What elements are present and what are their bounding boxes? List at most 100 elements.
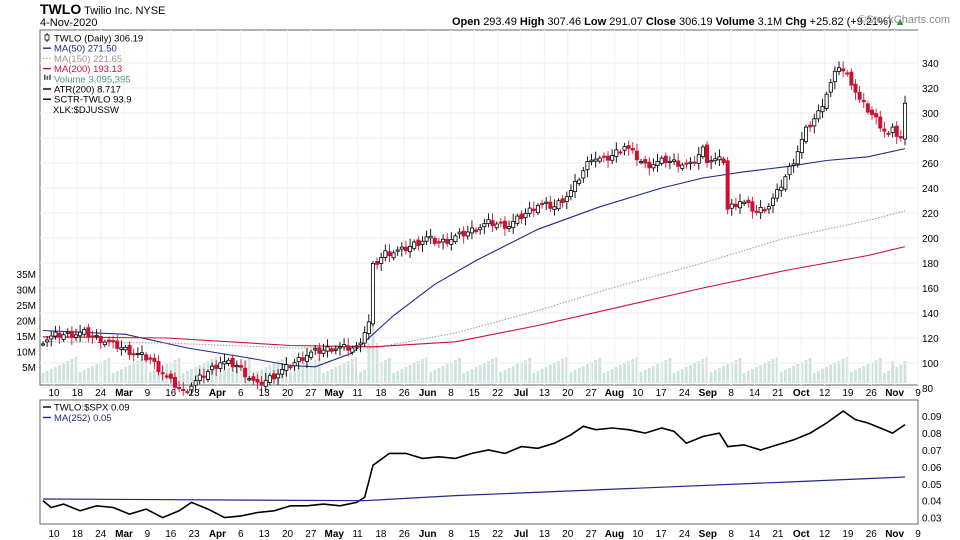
candle-up	[222, 361, 227, 365]
x-tick-label-lower: Jul	[514, 529, 529, 540]
candle-down	[288, 366, 293, 369]
x-tick-label-lower: 24	[679, 529, 691, 540]
legend-swatch-bars	[44, 74, 46, 80]
x-tick-label: 15	[469, 388, 481, 399]
volume-bar	[289, 372, 292, 383]
volume-bar	[49, 369, 53, 383]
price-tick-label: 300	[922, 109, 939, 120]
volume-bar	[656, 364, 659, 383]
candle-down	[861, 99, 866, 103]
ratio-tick-label: 0.08	[922, 429, 942, 440]
volume-bar	[115, 371, 119, 383]
candle-up	[366, 321, 371, 334]
x-tick-label: Mar	[115, 388, 133, 399]
candle-up	[709, 160, 714, 163]
price-tick-label: 260	[922, 159, 939, 170]
candle-up	[358, 342, 363, 346]
volume-bar	[730, 362, 734, 383]
volume-bar	[524, 360, 527, 383]
volume-bar	[346, 361, 350, 383]
candle-down	[560, 198, 565, 204]
candle-up	[263, 380, 268, 387]
candle-down	[243, 367, 248, 378]
volume-bar	[392, 373, 395, 383]
price-tick-label: 220	[922, 209, 939, 220]
x-tick-label: 14	[749, 388, 761, 399]
volume-bar	[144, 357, 148, 383]
volume-bar	[41, 373, 45, 383]
x-tick-label: 8	[728, 388, 734, 399]
ratio-tick-label: 0.03	[922, 514, 942, 525]
candle-up	[280, 368, 285, 375]
volume-bar	[804, 360, 808, 383]
open-label: Open	[452, 16, 481, 28]
candle-up	[408, 245, 413, 253]
x-tick-label: Aug	[605, 388, 624, 399]
candle-up	[453, 235, 458, 243]
volume-bar	[58, 365, 61, 383]
candle-up	[469, 227, 474, 234]
volume-bar	[800, 362, 804, 383]
moving-average-line-1	[42, 210, 906, 349]
legend-candle-body	[44, 34, 50, 41]
volume-bar	[91, 366, 94, 383]
x-tick-label: May	[324, 388, 344, 399]
volume-bar	[825, 367, 829, 383]
candle-up	[729, 203, 734, 209]
candle-up	[511, 220, 516, 229]
candle-down	[857, 91, 862, 100]
candle-down	[115, 340, 120, 349]
x-tick-label: 22	[492, 388, 504, 399]
volume-bar	[53, 367, 57, 383]
legend-swatch-bars	[46, 75, 49, 80]
volume-bar	[891, 361, 895, 383]
volume-bar	[742, 373, 746, 383]
candle-down	[106, 339, 111, 342]
volume-bar	[746, 371, 750, 383]
candle-up	[568, 190, 573, 198]
x-tick-label-lower: 12	[819, 529, 831, 540]
x-tick-label: 24	[679, 388, 691, 399]
volume-bar	[899, 365, 903, 383]
volume-bar	[569, 372, 573, 383]
x-tick-label-lower: 18	[375, 529, 387, 540]
volume-bar	[152, 370, 156, 383]
volume-bar	[342, 363, 346, 383]
ratio-tick-label: 0.04	[922, 497, 942, 508]
x-tick-label: 18	[375, 388, 387, 399]
candle-up	[804, 126, 809, 142]
price-tick-label: 100	[922, 359, 939, 370]
candle-down	[346, 345, 351, 351]
candle-down	[69, 330, 74, 338]
candle-down	[882, 128, 887, 132]
candle-up	[713, 158, 718, 162]
x-tick-label-lower: 8	[448, 529, 454, 540]
x-tick-label: Jun	[419, 388, 437, 399]
volume-tick-label: 35M	[17, 270, 36, 281]
x-tick-label-lower: 17	[656, 529, 668, 540]
candle-up	[383, 250, 388, 258]
candle-up	[350, 347, 355, 353]
volume-bar	[128, 365, 132, 383]
volume-bar	[528, 358, 532, 383]
volume-bar	[458, 358, 461, 383]
volume-bar	[227, 368, 230, 383]
volume-bar	[231, 366, 235, 383]
quote-summary: Open 293.49 High 307.46 Low 291.07 Close…	[452, 16, 906, 28]
candle-up	[189, 385, 194, 391]
candle-down	[606, 155, 611, 161]
candle-down	[156, 361, 161, 373]
volume-bar	[536, 371, 540, 383]
x-tick-label-lower: 27	[586, 529, 598, 540]
candle-down	[886, 132, 891, 135]
candle-up	[457, 231, 462, 235]
x-tick-label: 10	[632, 388, 644, 399]
volume-bar	[82, 370, 86, 383]
change-up-arrow-icon: ▲	[894, 16, 906, 28]
volume-bar	[833, 363, 837, 383]
volume-bar	[771, 359, 775, 383]
volume-bar	[837, 361, 841, 383]
candle-up	[775, 189, 780, 199]
volume-tick-label: 25M	[17, 301, 36, 312]
candle-down	[808, 124, 813, 128]
